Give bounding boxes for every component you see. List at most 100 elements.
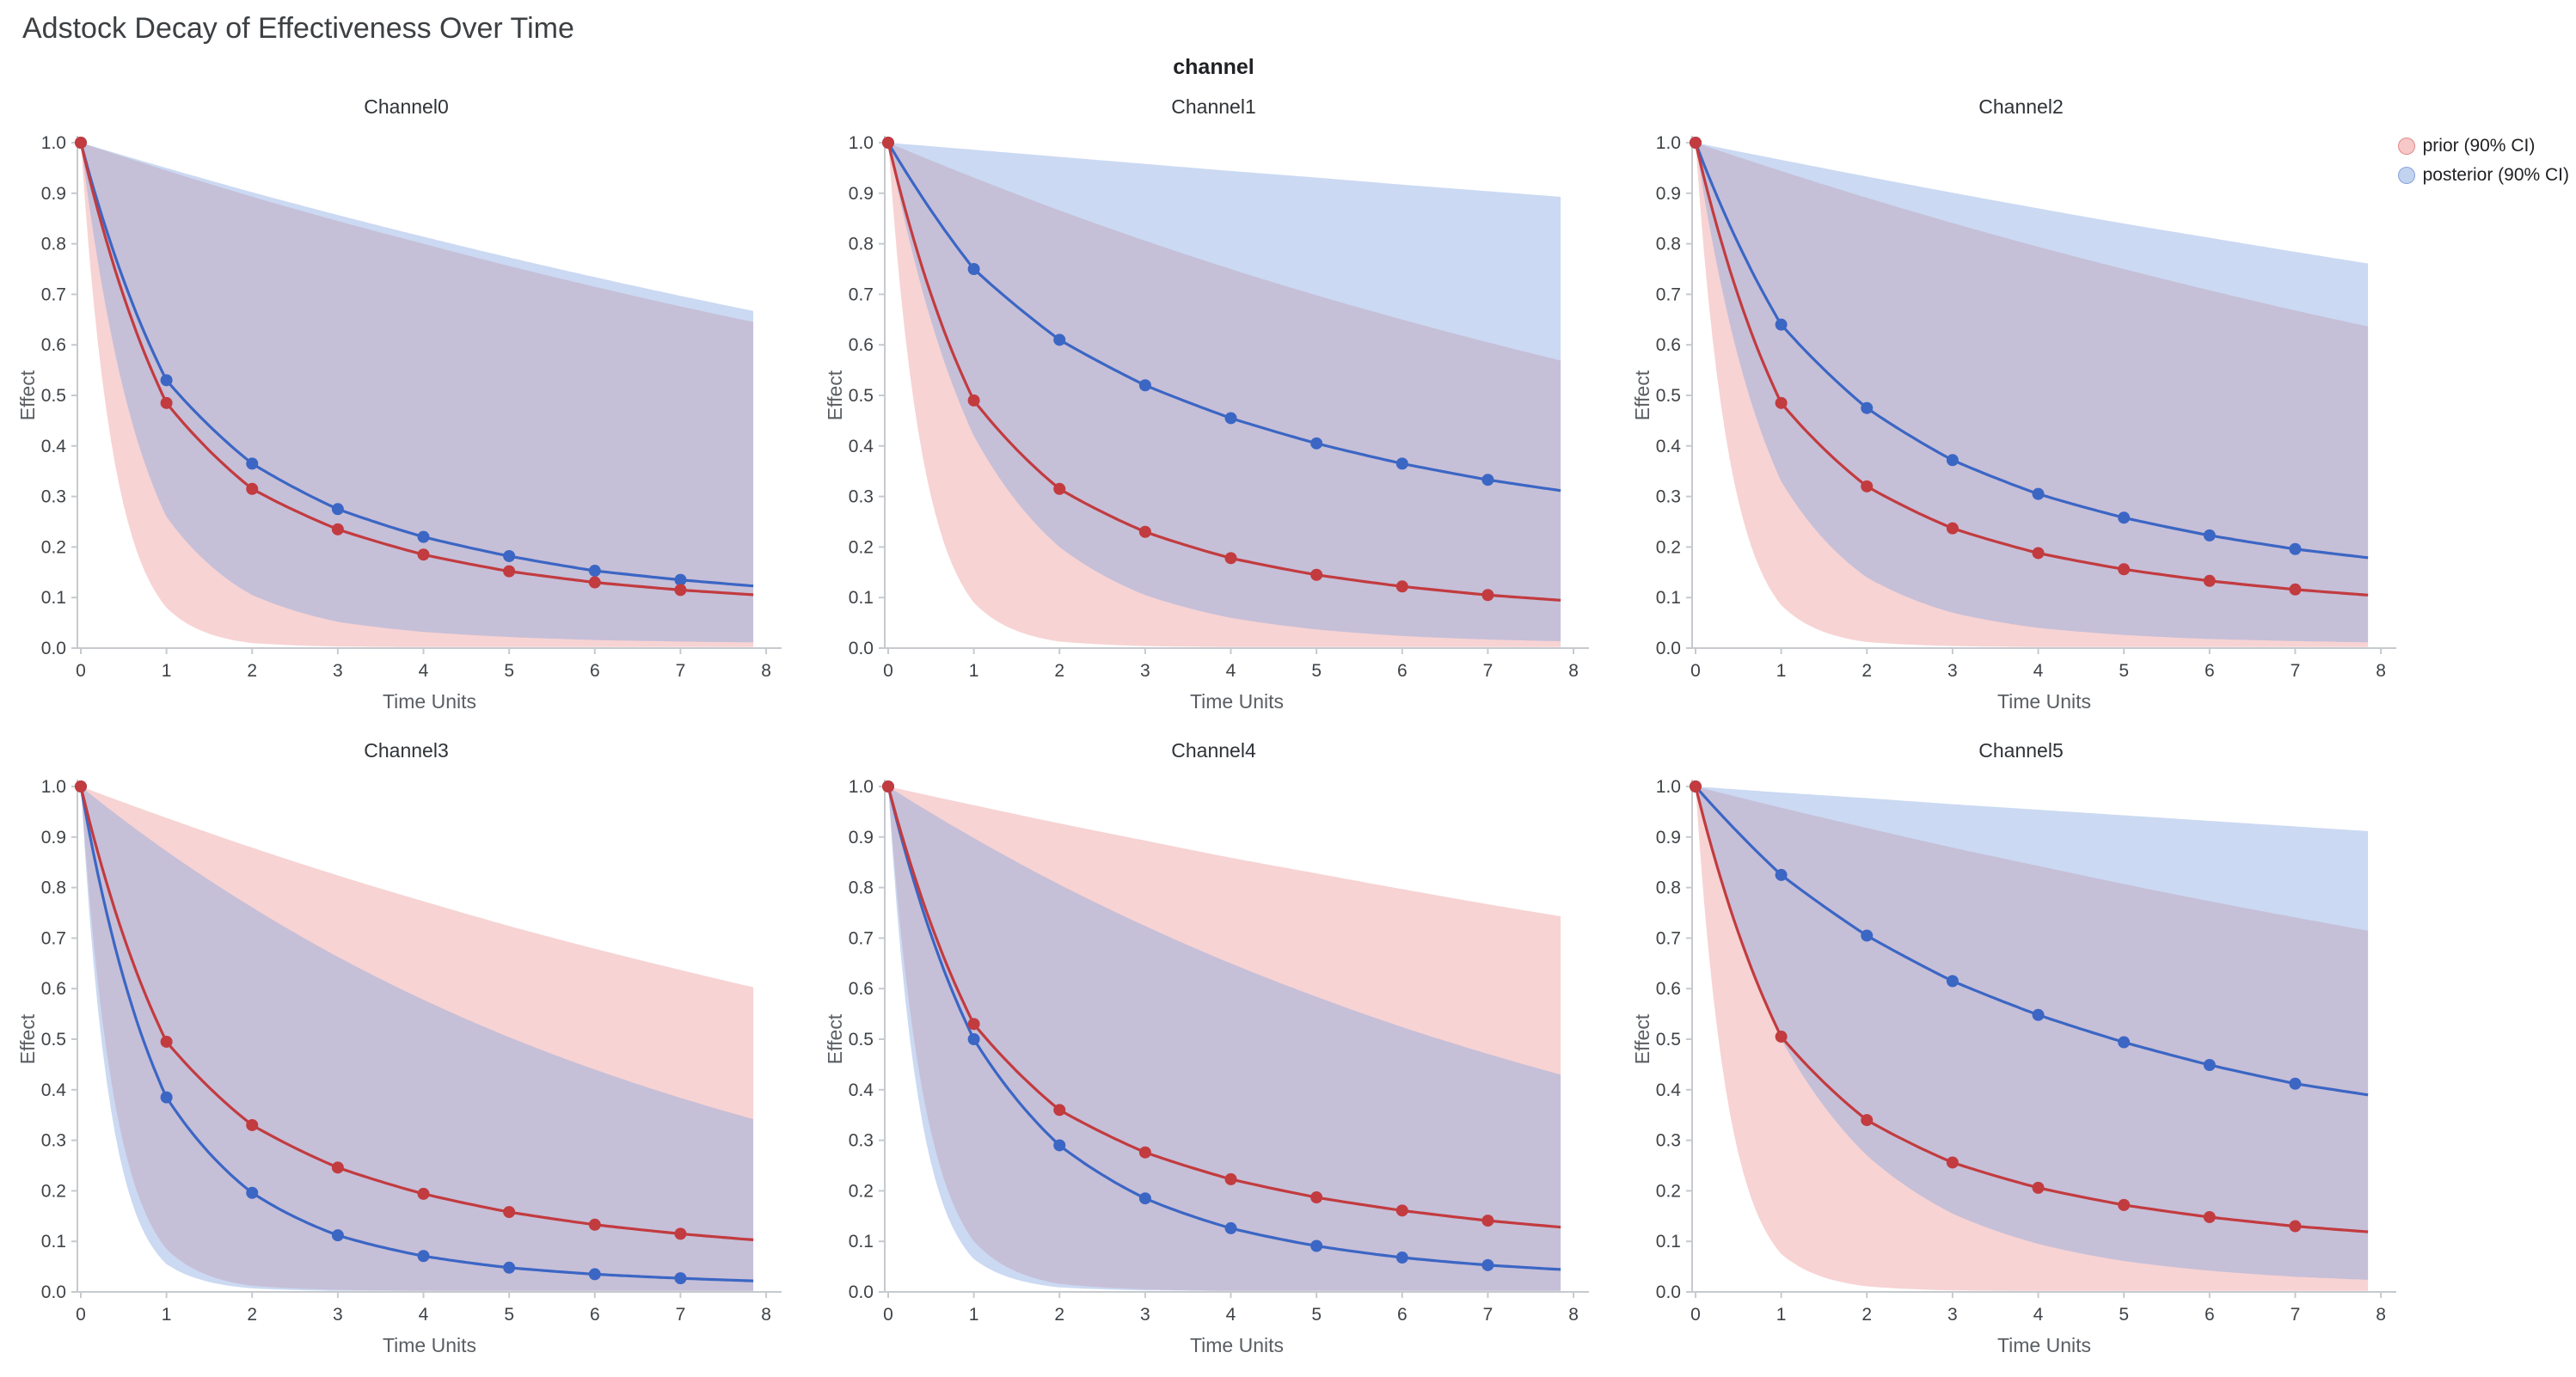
x-tick-label: 0 xyxy=(76,661,86,681)
posterior-marker xyxy=(1395,457,1408,470)
y-tick-label: 0.4 xyxy=(849,437,874,456)
subplot-title: Channel2 xyxy=(1978,95,2064,118)
prior-ci-band xyxy=(1696,786,2369,1291)
x-tick-label: 5 xyxy=(504,1305,514,1325)
y-tick-label: 0.6 xyxy=(849,335,874,355)
x-axis-label: Time Units xyxy=(1997,1334,2091,1356)
posterior-marker xyxy=(2203,529,2216,542)
prior-marker xyxy=(2032,1181,2045,1194)
subplot-channel5: Channel5 0 1 2 3 4 5 6 7 8 0.0 0.1 0.2 0.3 0.4 0.5 0.6 0.… xyxy=(1631,737,2410,1370)
x-tick-label: 0 xyxy=(883,661,893,681)
posterior-marker xyxy=(674,1272,687,1285)
x-tick-label: 2 xyxy=(247,661,257,681)
posterior-mean-line xyxy=(79,786,754,1282)
y-tick-label: 0.7 xyxy=(849,928,874,948)
prior-marker xyxy=(1395,580,1408,593)
y-tick-label: 0.8 xyxy=(41,235,66,254)
prior-marker xyxy=(1310,1191,1323,1204)
prior-marker xyxy=(881,780,894,793)
prior-marker xyxy=(331,1161,344,1174)
x-tick-label: 2 xyxy=(247,1305,257,1325)
x-tick-label: 4 xyxy=(1226,661,1236,681)
posterior-marker xyxy=(1861,401,1874,414)
prior-marker xyxy=(1946,1156,1959,1169)
posterior-marker xyxy=(1138,1192,1151,1205)
y-tick-label: 0.5 xyxy=(849,1030,874,1050)
y-tick-label: 0.2 xyxy=(41,537,66,557)
y-tick-label: 0.4 xyxy=(41,1080,67,1100)
plot-canvas: 0 1 2 3 4 5 6 7 8 0.0 0.1 0.2 0.3 0.4 0.5 0.6 0.7 0.8 0.9 1… xyxy=(1631,133,2396,713)
y-tick-label: 0.6 xyxy=(1656,335,1681,355)
y-tick-label: 0.4 xyxy=(1656,1080,1682,1100)
posterior-mean-line xyxy=(1694,785,2369,1097)
y-tick-label: 0.9 xyxy=(1656,828,1681,848)
y-tick-label: 0.0 xyxy=(849,1282,874,1302)
prior-marker xyxy=(1861,1114,1874,1127)
y-tick-label: 0.2 xyxy=(849,1181,874,1201)
x-tick-label: 8 xyxy=(761,1305,771,1325)
x-axis-label: Time Units xyxy=(1190,690,1284,713)
posterior-marker xyxy=(1310,1239,1323,1252)
posterior-marker xyxy=(2118,1036,2131,1049)
x-tick-label: 3 xyxy=(333,661,343,681)
prior-marker xyxy=(1481,1215,1494,1227)
prior-marker xyxy=(160,396,173,409)
x-tick-label: 0 xyxy=(1690,1305,1701,1325)
prior-marker xyxy=(2203,1210,2216,1223)
plot-canvas: 0 1 2 3 4 5 6 7 8 0.0 0.1 0.2 0.3 0.4 0.5 0.6 0.7 0.8 0.9 1… xyxy=(16,133,782,713)
y-tick-label: 0.5 xyxy=(849,386,874,406)
y-tick-label: 1.0 xyxy=(849,777,874,797)
y-tick-label: 0.9 xyxy=(41,828,66,848)
prior-marker xyxy=(588,1218,601,1231)
y-axis-label: Effect xyxy=(1632,370,1653,420)
posterior-ci-band xyxy=(81,143,754,643)
x-tick-label: 4 xyxy=(419,661,429,681)
posterior-marker xyxy=(2203,1058,2216,1071)
x-axis-label: Time Units xyxy=(1997,690,2091,713)
x-tick-label: 2 xyxy=(1861,1305,1872,1325)
plot-canvas: 0 1 2 3 4 5 6 7 8 0.0 0.1 0.2 0.3 0.4 0.5 0.6 0.7 0.8 0.9 1… xyxy=(824,777,1589,1356)
posterior-marker xyxy=(160,374,173,387)
posterior-marker xyxy=(1481,1258,1494,1271)
prior-marker xyxy=(1689,780,1702,793)
y-tick-label: 1.0 xyxy=(1656,777,1681,797)
x-tick-label: 2 xyxy=(1861,661,1872,681)
y-tick-label: 0.3 xyxy=(849,487,874,507)
plots-grid: Channel0 0 1 2 3 4 5 6 7 8 0.0 0.1 0.2 0.3 0.4 0.5 0.6 0.… xyxy=(16,93,2410,1370)
y-axis-label: Effect xyxy=(825,1013,846,1064)
posterior-marker xyxy=(588,565,601,578)
x-tick-label: 5 xyxy=(504,661,514,681)
x-tick-label: 4 xyxy=(419,1305,429,1325)
prior-mean-line xyxy=(1694,786,2369,1233)
posterior-marker xyxy=(1946,454,1959,467)
y-tick-label: 0.8 xyxy=(849,235,874,254)
posterior-marker xyxy=(331,1229,344,1242)
y-tick-label: 0.2 xyxy=(1656,1181,1681,1201)
prior-marker xyxy=(74,780,87,793)
prior-marker xyxy=(674,1227,687,1240)
y-tick-label: 0.1 xyxy=(849,1232,874,1252)
prior-marker xyxy=(2203,574,2216,587)
y-tick-label: 0.7 xyxy=(41,285,66,304)
subplot-channel1: Channel1 0 1 2 3 4 5 6 7 8 0.0 0.1 0.2 0.3 0.4 0.5 0.6 0.… xyxy=(824,93,1603,726)
prior-marker xyxy=(1775,1031,1788,1043)
prior-marker xyxy=(2289,583,2302,596)
prior-marker xyxy=(1861,480,1874,493)
x-axis-label: Time Units xyxy=(383,1334,476,1356)
y-tick-label: 0.4 xyxy=(1656,437,1682,456)
y-tick-label: 0.4 xyxy=(41,437,67,456)
legend-label-prior: prior (90% CI) xyxy=(2422,136,2536,156)
prior-marker xyxy=(246,1118,259,1131)
prior-marker xyxy=(503,1206,516,1219)
x-tick-label: 1 xyxy=(162,1305,172,1325)
x-tick-label: 1 xyxy=(969,661,979,681)
x-tick-label: 0 xyxy=(883,1305,893,1325)
x-tick-label: 6 xyxy=(1397,1305,1408,1325)
x-axis-label: Time Units xyxy=(1190,1334,1284,1356)
y-tick-label: 0.6 xyxy=(1656,979,1681,999)
prior-marker xyxy=(674,584,687,597)
x-tick-label: 1 xyxy=(162,661,172,681)
y-tick-label: 0.5 xyxy=(1656,386,1681,406)
y-tick-label: 1.0 xyxy=(1656,133,1681,153)
y-tick-label: 0.0 xyxy=(1656,639,1681,658)
